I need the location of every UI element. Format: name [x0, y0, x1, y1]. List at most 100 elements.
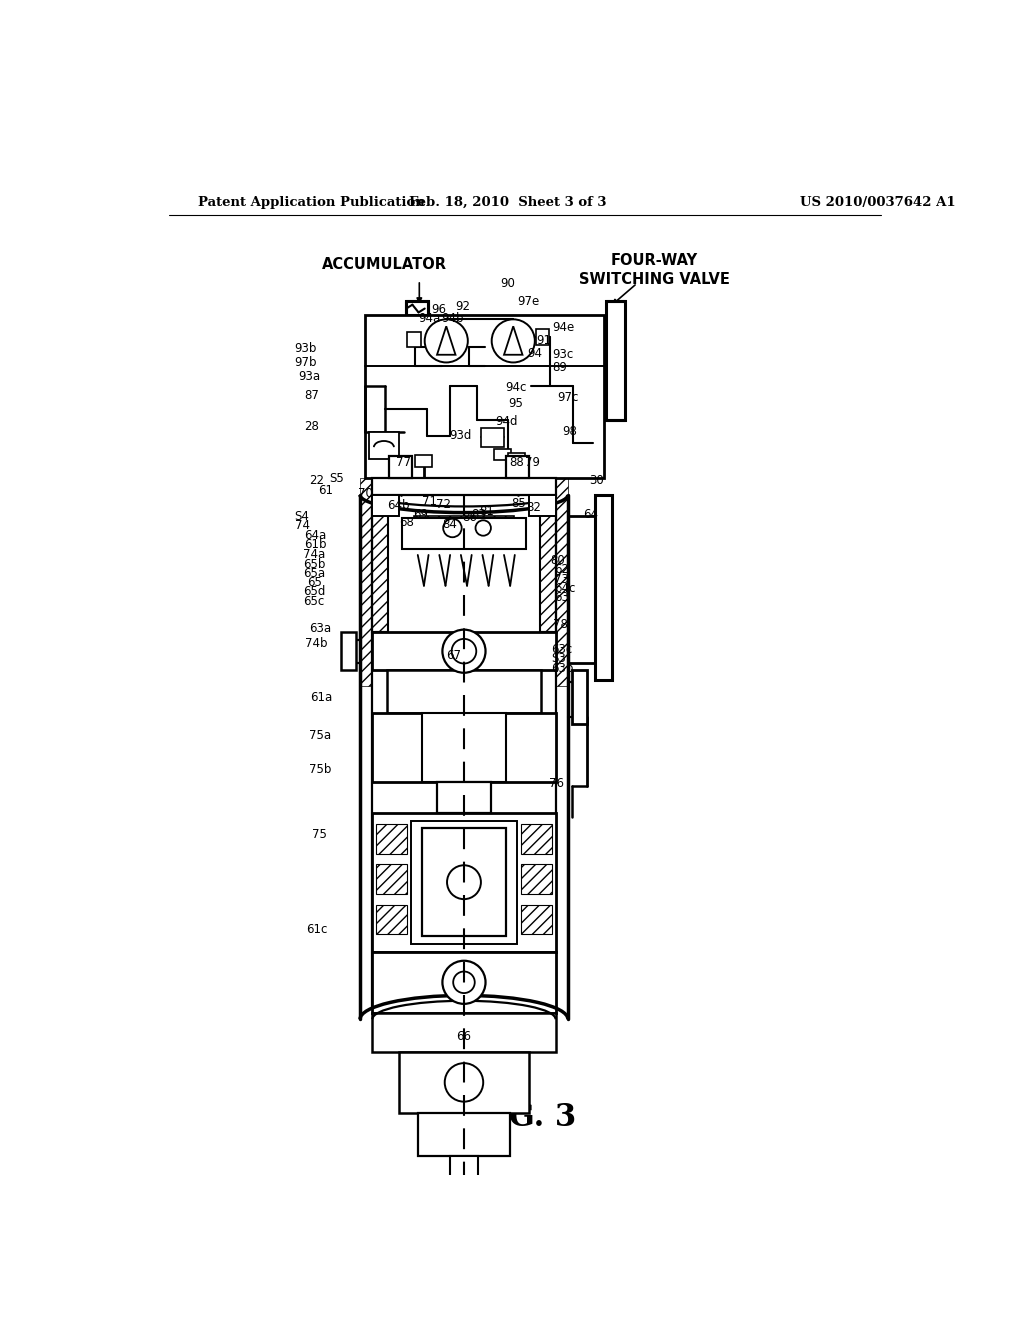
Bar — [513, 952, 556, 1014]
Bar — [418, 1113, 510, 1155]
Text: 76: 76 — [550, 777, 564, 791]
Bar — [373, 495, 399, 516]
Text: 62: 62 — [554, 564, 569, 576]
Bar — [341, 632, 356, 671]
Text: 65b: 65b — [303, 557, 326, 570]
Text: 83: 83 — [471, 508, 486, 520]
Text: 63b: 63b — [551, 661, 573, 675]
Bar — [373, 952, 556, 1014]
Text: 85: 85 — [511, 496, 526, 510]
Bar — [387, 671, 410, 713]
Bar — [541, 495, 556, 632]
Circle shape — [492, 319, 535, 363]
Bar — [373, 1014, 556, 1052]
Bar — [517, 813, 556, 952]
Text: 94: 94 — [527, 347, 543, 360]
Text: 89: 89 — [553, 362, 567, 375]
Text: S3: S3 — [551, 652, 565, 665]
Bar — [407, 301, 428, 314]
Text: Feb. 18, 2010  Sheet 3 of 3: Feb. 18, 2010 Sheet 3 of 3 — [410, 195, 606, 209]
Text: 91: 91 — [536, 334, 551, 347]
Bar — [422, 829, 506, 936]
Text: 64: 64 — [584, 508, 598, 521]
Bar — [422, 713, 445, 781]
Circle shape — [444, 1063, 483, 1102]
Bar — [451, 1155, 478, 1201]
Text: 97c: 97c — [557, 391, 579, 404]
Bar — [407, 331, 421, 347]
Text: 94a: 94a — [418, 312, 440, 325]
Text: 64c: 64c — [554, 582, 575, 594]
Text: 63: 63 — [554, 591, 569, 603]
Text: 66: 66 — [457, 1030, 471, 1043]
Text: 93d: 93d — [449, 429, 471, 442]
Bar — [536, 330, 550, 345]
Text: 94b: 94b — [441, 312, 464, 325]
Text: 78: 78 — [553, 618, 567, 631]
Circle shape — [452, 639, 476, 664]
Bar — [521, 825, 552, 854]
Text: 61a: 61a — [310, 690, 332, 704]
Bar — [389, 457, 413, 478]
Circle shape — [443, 519, 462, 537]
Text: Patent Application Publication: Patent Application Publication — [199, 195, 425, 209]
Text: 30: 30 — [590, 474, 604, 487]
Text: 94c: 94c — [505, 380, 526, 393]
Text: 75a: 75a — [309, 730, 332, 742]
Text: 81: 81 — [479, 504, 495, 517]
Bar — [373, 495, 388, 632]
Text: 70: 70 — [358, 487, 373, 500]
Text: FIG. 3: FIG. 3 — [473, 1102, 577, 1133]
Bar — [370, 432, 398, 459]
Text: 74b: 74b — [305, 638, 328, 649]
Bar — [373, 713, 556, 781]
Bar — [411, 821, 517, 944]
Bar — [437, 781, 453, 813]
Bar — [455, 1159, 473, 1199]
Text: 75b: 75b — [309, 763, 332, 776]
Bar — [508, 453, 525, 465]
Text: 74a: 74a — [303, 548, 326, 561]
Text: 93b: 93b — [294, 342, 316, 355]
Bar — [472, 1113, 503, 1155]
Circle shape — [442, 630, 485, 673]
Polygon shape — [504, 326, 522, 355]
Bar — [376, 865, 407, 894]
Text: 94d: 94d — [495, 416, 517, 428]
Circle shape — [447, 866, 481, 899]
Text: 84: 84 — [442, 519, 458, 532]
Text: 80: 80 — [550, 554, 565, 566]
Text: 69: 69 — [414, 508, 428, 521]
Text: 97b: 97b — [294, 356, 316, 370]
Bar — [513, 632, 556, 671]
Bar — [407, 1201, 521, 1255]
Bar — [506, 713, 556, 781]
Circle shape — [454, 972, 475, 993]
Bar — [425, 1113, 457, 1155]
Text: 72: 72 — [435, 499, 451, 511]
Bar — [416, 455, 432, 467]
Text: 93a: 93a — [298, 370, 321, 383]
Circle shape — [475, 520, 490, 536]
Bar — [518, 671, 541, 713]
Text: 22: 22 — [309, 474, 325, 487]
Text: S4: S4 — [294, 510, 308, 523]
Text: 98: 98 — [562, 425, 577, 438]
Text: 65d: 65d — [303, 585, 326, 598]
Bar — [373, 813, 556, 952]
Bar — [376, 904, 407, 933]
Text: 28: 28 — [304, 420, 319, 433]
Text: 65c: 65c — [303, 594, 325, 607]
Text: 82: 82 — [526, 500, 542, 513]
Bar — [373, 1014, 556, 1052]
Bar — [481, 428, 504, 447]
Bar — [521, 865, 552, 894]
Text: 96: 96 — [431, 302, 446, 315]
Bar — [457, 1255, 472, 1279]
Text: 90: 90 — [501, 277, 515, 290]
Text: 75: 75 — [312, 828, 327, 841]
Bar — [398, 1052, 422, 1113]
Polygon shape — [437, 326, 456, 355]
Text: 65: 65 — [307, 576, 322, 589]
Text: 64a: 64a — [304, 529, 326, 543]
